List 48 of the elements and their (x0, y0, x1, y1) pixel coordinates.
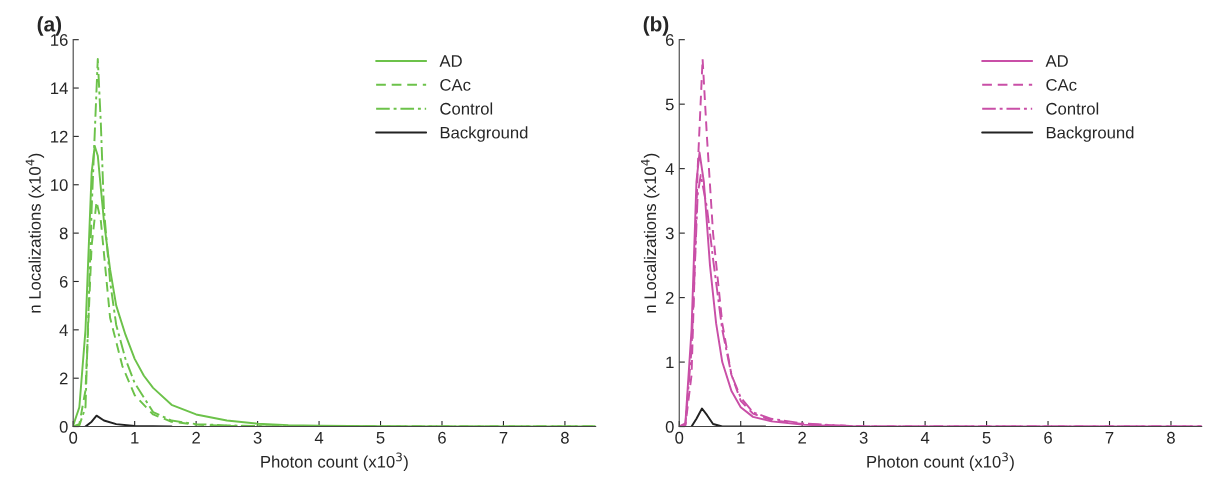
y-tick-label: 3 (665, 227, 674, 240)
legend-label: Background (440, 126, 528, 142)
x-axis-title: Photon count (x10$^{3}$) (867, 452, 1014, 471)
y-axis-title: n Localizations (x10$^{4}$) (25, 153, 45, 313)
y-tick-label: 2 (59, 372, 68, 385)
legend-label: CAc (440, 78, 471, 91)
x-tick-label: 2 (192, 431, 200, 444)
x-tick-label: 0 (69, 431, 78, 444)
x-axis-title: Photon count (x10$^{3}$) (261, 452, 408, 471)
y-tick-label: 16 (51, 34, 68, 46)
x-tick-label: 6 (438, 431, 446, 444)
legend-label: Background (1046, 126, 1134, 142)
y-tick-label: 4 (665, 163, 674, 175)
y-tick-label: 6 (665, 34, 674, 46)
x-tick-label: 6 (1044, 431, 1052, 444)
x-tick-label: 2 (798, 431, 806, 444)
y-tick-label: 10 (51, 179, 68, 191)
legend-label: AD (439, 55, 462, 67)
x-tick-label: 5 (982, 432, 991, 444)
chart-title: (b) (643, 16, 669, 36)
legend-label: CAc (1046, 78, 1077, 91)
y-tick-label: 1 (666, 356, 674, 369)
y-tick-label: 0 (665, 420, 674, 433)
y-tick-label: 12 (51, 130, 68, 143)
x-tick-label: 4 (314, 432, 324, 444)
y-tick-label: 6 (59, 275, 68, 288)
y-axis-title: n Localizations (x10$^{4}$) (641, 153, 660, 313)
y-tick-label: 2 (665, 292, 674, 304)
x-tick-label: 5 (376, 432, 385, 444)
y-tick-label: 5 (665, 98, 674, 111)
y-tick-label: 8 (59, 227, 68, 240)
y-tick-label: 14 (51, 82, 68, 95)
x-tick-label: 3 (859, 431, 868, 444)
y-tick-label: 0 (59, 420, 68, 433)
y-tick-label: 4 (59, 324, 68, 336)
x-tick-label: 1 (131, 432, 139, 444)
x-tick-label: 3 (253, 431, 262, 444)
legend-label: AD (1045, 55, 1068, 67)
x-tick-label: 8 (561, 431, 569, 444)
x-tick-label: 1 (737, 432, 745, 444)
x-tick-label: 7 (499, 432, 508, 444)
x-tick-label: 8 (1167, 431, 1175, 444)
x-tick-label: 7 (1105, 432, 1114, 444)
chart-title: (a) (37, 16, 62, 36)
legend-label: Control (1046, 102, 1099, 115)
x-tick-label: 0 (675, 431, 684, 444)
x-tick-label: 4 (920, 432, 930, 444)
legend-label: Control (440, 102, 493, 115)
